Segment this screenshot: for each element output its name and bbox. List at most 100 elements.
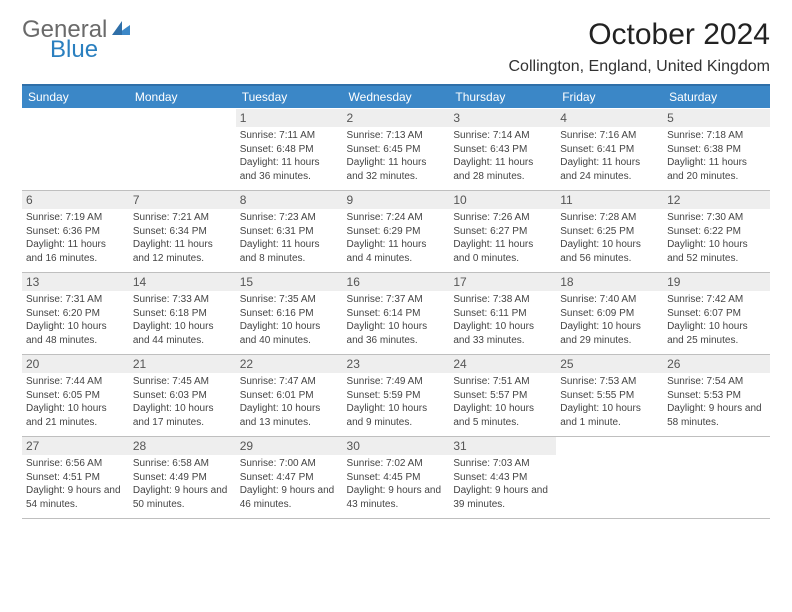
sunset-line: Sunset: 6:34 PM <box>133 225 232 239</box>
sunrise-line: Sunrise: 7:45 AM <box>133 375 232 389</box>
calendar-cell: 26Sunrise: 7:54 AMSunset: 5:53 PMDayligh… <box>663 355 770 437</box>
calendar-cell: 18Sunrise: 7:40 AMSunset: 6:09 PMDayligh… <box>556 273 663 355</box>
daylight-line: Daylight: 10 hours and 40 minutes. <box>240 320 339 347</box>
sunset-line: Sunset: 6:01 PM <box>240 389 339 403</box>
weekday-header: Monday <box>129 85 236 109</box>
sunset-line: Sunset: 6:36 PM <box>26 225 125 239</box>
daylight-line: Daylight: 11 hours and 8 minutes. <box>240 238 339 265</box>
daylight-line: Daylight: 10 hours and 13 minutes. <box>240 402 339 429</box>
calendar-table: Sunday Monday Tuesday Wednesday Thursday… <box>22 84 770 519</box>
sunrise-line: Sunrise: 6:58 AM <box>133 457 232 471</box>
daylight-line: Daylight: 9 hours and 46 minutes. <box>240 484 339 511</box>
calendar-cell: 2Sunrise: 7:13 AMSunset: 6:45 PMDaylight… <box>343 109 450 191</box>
sunrise-line: Sunrise: 7:38 AM <box>453 293 552 307</box>
sunset-line: Sunset: 5:59 PM <box>347 389 446 403</box>
calendar-cell: 11Sunrise: 7:28 AMSunset: 6:25 PMDayligh… <box>556 191 663 273</box>
calendar-cell: 19Sunrise: 7:42 AMSunset: 6:07 PMDayligh… <box>663 273 770 355</box>
day-number: 29 <box>236 437 343 455</box>
sunset-line: Sunset: 4:43 PM <box>453 471 552 485</box>
calendar-cell <box>22 109 129 191</box>
sunset-line: Sunset: 6:16 PM <box>240 307 339 321</box>
sunrise-line: Sunrise: 7:11 AM <box>240 129 339 143</box>
sunrise-line: Sunrise: 7:03 AM <box>453 457 552 471</box>
calendar-cell: 3Sunrise: 7:14 AMSunset: 6:43 PMDaylight… <box>449 109 556 191</box>
day-number: 27 <box>22 437 129 455</box>
day-number: 9 <box>343 191 450 209</box>
brand-logo: General Blue <box>22 18 130 62</box>
daylight-line: Daylight: 11 hours and 24 minutes. <box>560 156 659 183</box>
sunrise-line: Sunrise: 7:30 AM <box>667 211 766 225</box>
sunset-line: Sunset: 4:49 PM <box>133 471 232 485</box>
sunset-line: Sunset: 6:29 PM <box>347 225 446 239</box>
sunrise-line: Sunrise: 7:33 AM <box>133 293 232 307</box>
day-number: 3 <box>449 109 556 127</box>
day-number: 14 <box>129 273 236 291</box>
daylight-line: Daylight: 9 hours and 43 minutes. <box>347 484 446 511</box>
day-number: 10 <box>449 191 556 209</box>
sunrise-line: Sunrise: 7:37 AM <box>347 293 446 307</box>
day-number: 24 <box>449 355 556 373</box>
sunset-line: Sunset: 6:20 PM <box>26 307 125 321</box>
weekday-header: Saturday <box>663 85 770 109</box>
calendar-cell: 29Sunrise: 7:00 AMSunset: 4:47 PMDayligh… <box>236 437 343 519</box>
calendar-row: 27Sunrise: 6:56 AMSunset: 4:51 PMDayligh… <box>22 437 770 519</box>
daylight-line: Daylight: 11 hours and 36 minutes. <box>240 156 339 183</box>
sunrise-line: Sunrise: 7:28 AM <box>560 211 659 225</box>
calendar-row: 1Sunrise: 7:11 AMSunset: 6:48 PMDaylight… <box>22 109 770 191</box>
calendar-row: 20Sunrise: 7:44 AMSunset: 6:05 PMDayligh… <box>22 355 770 437</box>
daylight-line: Daylight: 10 hours and 17 minutes. <box>133 402 232 429</box>
sunset-line: Sunset: 6:41 PM <box>560 143 659 157</box>
weekday-header: Friday <box>556 85 663 109</box>
sunrise-line: Sunrise: 7:31 AM <box>26 293 125 307</box>
calendar-row: 6Sunrise: 7:19 AMSunset: 6:36 PMDaylight… <box>22 191 770 273</box>
brand-part2: Blue <box>50 38 98 62</box>
sunset-line: Sunset: 6:05 PM <box>26 389 125 403</box>
day-number: 26 <box>663 355 770 373</box>
calendar-cell: 7Sunrise: 7:21 AMSunset: 6:34 PMDaylight… <box>129 191 236 273</box>
day-number: 2 <box>343 109 450 127</box>
sunrise-line: Sunrise: 7:19 AM <box>26 211 125 225</box>
sunrise-line: Sunrise: 7:35 AM <box>240 293 339 307</box>
calendar-cell: 12Sunrise: 7:30 AMSunset: 6:22 PMDayligh… <box>663 191 770 273</box>
sunrise-line: Sunrise: 7:16 AM <box>560 129 659 143</box>
calendar-cell: 30Sunrise: 7:02 AMSunset: 4:45 PMDayligh… <box>343 437 450 519</box>
day-number: 18 <box>556 273 663 291</box>
calendar-cell: 21Sunrise: 7:45 AMSunset: 6:03 PMDayligh… <box>129 355 236 437</box>
day-number: 7 <box>129 191 236 209</box>
calendar-cell: 27Sunrise: 6:56 AMSunset: 4:51 PMDayligh… <box>22 437 129 519</box>
weekday-header: Wednesday <box>343 85 450 109</box>
sunrise-line: Sunrise: 7:53 AM <box>560 375 659 389</box>
calendar-cell: 24Sunrise: 7:51 AMSunset: 5:57 PMDayligh… <box>449 355 556 437</box>
calendar-cell: 16Sunrise: 7:37 AMSunset: 6:14 PMDayligh… <box>343 273 450 355</box>
daylight-line: Daylight: 10 hours and 44 minutes. <box>133 320 232 347</box>
day-number: 25 <box>556 355 663 373</box>
daylight-line: Daylight: 10 hours and 21 minutes. <box>26 402 125 429</box>
daylight-line: Daylight: 10 hours and 9 minutes. <box>347 402 446 429</box>
calendar-cell: 13Sunrise: 7:31 AMSunset: 6:20 PMDayligh… <box>22 273 129 355</box>
daylight-line: Daylight: 11 hours and 4 minutes. <box>347 238 446 265</box>
weekday-header: Sunday <box>22 85 129 109</box>
daylight-line: Daylight: 10 hours and 1 minute. <box>560 402 659 429</box>
sunrise-line: Sunrise: 6:56 AM <box>26 457 125 471</box>
sunrise-line: Sunrise: 7:02 AM <box>347 457 446 471</box>
weekday-header: Thursday <box>449 85 556 109</box>
sunset-line: Sunset: 6:09 PM <box>560 307 659 321</box>
daylight-line: Daylight: 10 hours and 33 minutes. <box>453 320 552 347</box>
day-number: 12 <box>663 191 770 209</box>
sunrise-line: Sunrise: 7:40 AM <box>560 293 659 307</box>
sunset-line: Sunset: 6:27 PM <box>453 225 552 239</box>
sunrise-line: Sunrise: 7:44 AM <box>26 375 125 389</box>
day-number: 20 <box>22 355 129 373</box>
sunset-line: Sunset: 6:48 PM <box>240 143 339 157</box>
calendar-cell <box>663 437 770 519</box>
daylight-line: Daylight: 9 hours and 50 minutes. <box>133 484 232 511</box>
sunrise-line: Sunrise: 7:26 AM <box>453 211 552 225</box>
day-number: 19 <box>663 273 770 291</box>
sunset-line: Sunset: 4:47 PM <box>240 471 339 485</box>
calendar-cell: 28Sunrise: 6:58 AMSunset: 4:49 PMDayligh… <box>129 437 236 519</box>
sunset-line: Sunset: 4:45 PM <box>347 471 446 485</box>
sunrise-line: Sunrise: 7:54 AM <box>667 375 766 389</box>
daylight-line: Daylight: 11 hours and 32 minutes. <box>347 156 446 183</box>
calendar-cell: 22Sunrise: 7:47 AMSunset: 6:01 PMDayligh… <box>236 355 343 437</box>
day-number: 23 <box>343 355 450 373</box>
